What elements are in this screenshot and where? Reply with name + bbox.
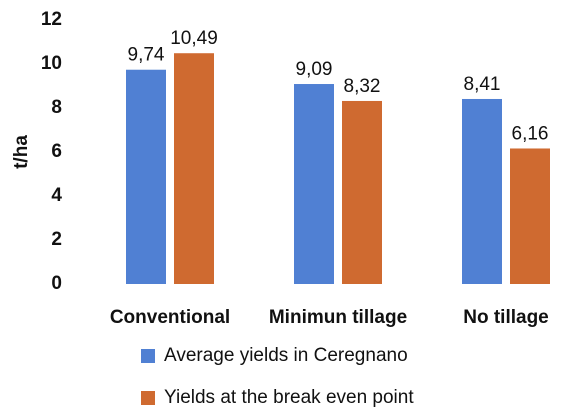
bar xyxy=(462,98,502,284)
bar xyxy=(174,53,214,284)
y-tick-label: 2 xyxy=(51,229,62,250)
y-tick-label: 0 xyxy=(51,273,62,294)
x-tick-label: Conventional xyxy=(110,307,230,328)
y-tick-label: 8 xyxy=(51,97,62,118)
legend-label: Yields at the break even point xyxy=(164,387,414,408)
bar xyxy=(126,69,166,284)
y-axis-label: t/ha xyxy=(11,135,32,169)
x-tick-label: Minimun tillage xyxy=(269,307,407,328)
legend-label: Average yields in Ceregnano xyxy=(164,345,408,366)
bar xyxy=(510,148,550,284)
y-tick-label: 10 xyxy=(41,53,62,74)
legend-swatch xyxy=(141,349,155,363)
bar xyxy=(342,100,382,285)
value-label: 9,74 xyxy=(128,45,165,66)
y-tick-label: 12 xyxy=(41,9,62,30)
y-tick-label: 6 xyxy=(51,141,62,162)
value-label: 8,32 xyxy=(344,76,381,97)
value-label: 6,16 xyxy=(512,123,549,144)
bar xyxy=(294,84,334,285)
value-label: 9,09 xyxy=(296,59,333,80)
value-label: 8,41 xyxy=(464,74,501,95)
x-tick-label: No tillage xyxy=(463,307,549,328)
y-tick-label: 4 xyxy=(51,185,62,206)
legend-swatch xyxy=(141,391,155,405)
value-label: 10,49 xyxy=(170,28,218,49)
